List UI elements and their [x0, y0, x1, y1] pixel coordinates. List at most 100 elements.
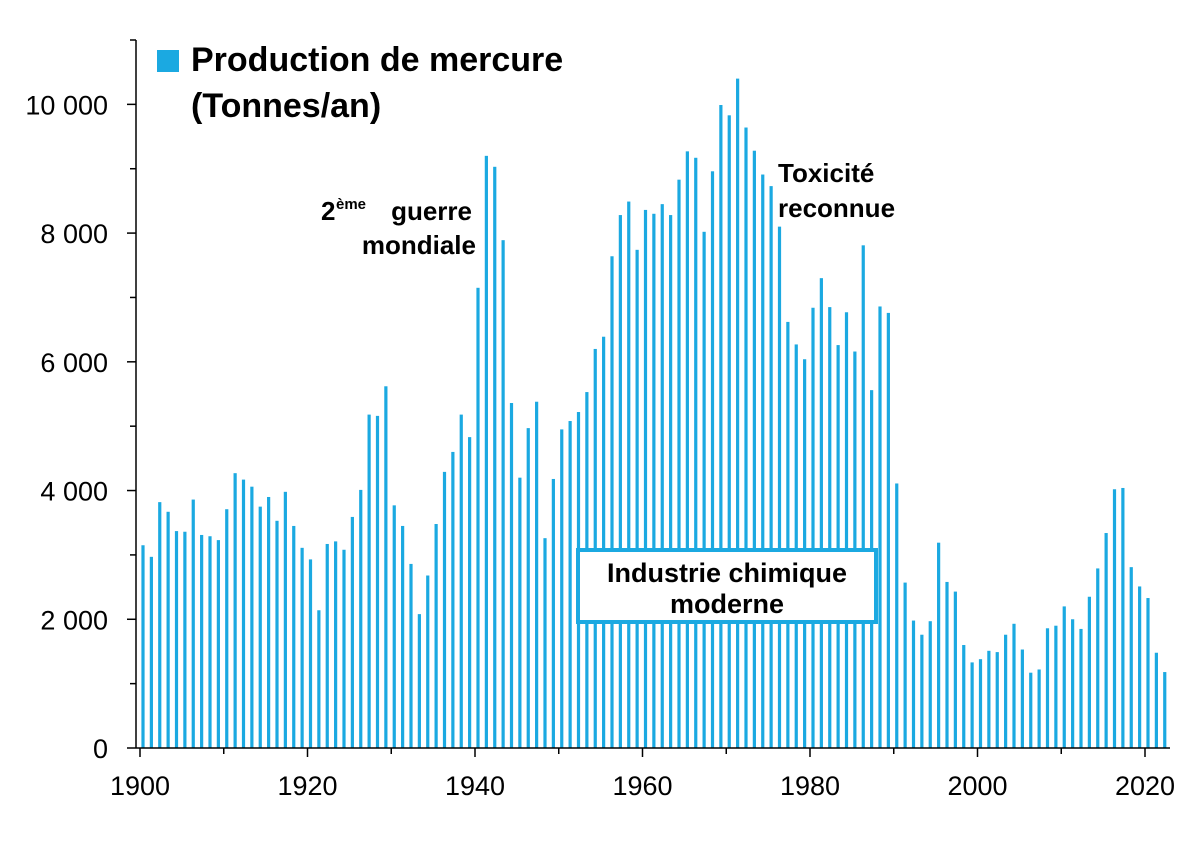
bar-2018	[1129, 567, 1133, 748]
legend-swatch	[157, 50, 179, 72]
bar-2006	[1029, 672, 1033, 748]
bar-2019	[1138, 586, 1142, 748]
bar-2001	[987, 650, 991, 748]
bar-1933	[417, 614, 421, 748]
annotation-ww2-prefix: 2	[321, 196, 335, 226]
bar-1948	[543, 538, 547, 748]
bar-2013	[1087, 596, 1091, 748]
annotation-industry-frame	[576, 548, 878, 624]
y-tick-label: 4 000	[40, 477, 108, 507]
annotation-ww2-sup: ème	[336, 196, 366, 213]
bar-1930	[392, 505, 396, 748]
bar-1914	[258, 506, 262, 748]
bar-2014	[1096, 568, 1100, 748]
bar-1971	[736, 78, 740, 749]
bar-1939	[468, 437, 472, 748]
bar-2012	[1079, 628, 1083, 748]
bar-2016	[1112, 489, 1117, 748]
bar-1903	[166, 511, 170, 748]
bar-1947	[535, 401, 539, 748]
bar-1940	[476, 287, 480, 748]
annotation-toxicity: Toxicité reconnue	[778, 158, 895, 223]
bar-1980	[811, 307, 815, 748]
bar-1934	[426, 575, 430, 748]
bar-1968	[710, 171, 715, 749]
bar-1986	[861, 245, 865, 748]
bar-2007	[1037, 669, 1041, 748]
annotation-ww2-line1: guerre	[391, 196, 472, 226]
x-tick-label: 2020	[1115, 771, 1175, 801]
bar-1989	[886, 312, 890, 748]
legend-label-line2: (Tonnes/an)	[191, 87, 381, 125]
bar-1923	[334, 541, 338, 748]
bar-1992	[911, 620, 916, 748]
bar-1997	[953, 591, 957, 748]
bar-1955	[602, 336, 606, 748]
x-tick-label: 1900	[110, 771, 170, 801]
bar-1924	[342, 549, 346, 748]
bar-1993	[920, 634, 924, 748]
bar-1981	[819, 278, 823, 748]
bar-1905	[183, 531, 187, 748]
bar-1904	[174, 531, 179, 748]
bar-1932	[409, 563, 413, 748]
x-tick-label: 1980	[780, 771, 840, 801]
bar-1906	[191, 499, 195, 748]
bar-2003	[1004, 634, 1008, 748]
bar-1938	[459, 414, 463, 748]
bar-1943	[501, 240, 505, 749]
bar-1991	[903, 582, 907, 748]
bar-1944	[509, 403, 514, 748]
bar-2000	[978, 659, 983, 748]
x-tick-label: 1920	[277, 771, 337, 801]
bar-2009	[1054, 625, 1058, 748]
bar-2002	[995, 652, 999, 748]
bar-2005	[1020, 649, 1024, 748]
bar-1922	[325, 543, 329, 748]
bar-1972	[744, 127, 748, 748]
x-tick-label: 2000	[947, 771, 1007, 801]
legend-label-line1: Production de mercure	[191, 41, 563, 79]
bar-1901	[149, 556, 153, 748]
bar-2004	[1012, 623, 1016, 748]
bar-1937	[451, 451, 455, 748]
bar-1921	[317, 610, 321, 748]
bar-1915	[267, 496, 271, 748]
bar-1994	[928, 621, 932, 748]
bar-1999	[970, 662, 974, 748]
bar-1900	[141, 545, 145, 748]
y-tick-label: 10 000	[25, 90, 108, 120]
y-tick-label: 8 000	[40, 219, 108, 249]
bar-2010	[1062, 606, 1066, 748]
bar-1951	[568, 421, 572, 748]
bar-2017	[1121, 487, 1125, 748]
annotation-industry-line2: moderne	[670, 589, 784, 619]
bar-1998	[962, 645, 966, 748]
bar-2021	[1154, 652, 1158, 748]
y-axis-ticks: 0 2 000 4 000 6 000 8 000 10 000	[25, 39, 136, 764]
bar-1967	[702, 231, 706, 749]
bar-1977	[786, 321, 790, 748]
bar-1910	[225, 509, 229, 748]
bar-1990	[895, 483, 899, 748]
bar-1976	[777, 226, 782, 748]
bar-1941	[484, 155, 488, 749]
bar-1961	[652, 213, 656, 748]
x-tick-label: 1960	[612, 771, 672, 801]
bar-2020	[1146, 598, 1150, 748]
bar-1909	[216, 540, 220, 748]
bar-1928	[375, 415, 380, 748]
bar-1917	[283, 491, 287, 748]
legend: Production de mercure (Tonnes/an)	[157, 41, 563, 125]
axes-group	[135, 40, 1170, 749]
y-tick-label: 0	[93, 734, 108, 764]
bar-1963	[669, 215, 673, 748]
bar-1920	[308, 559, 313, 748]
bar-1988	[878, 306, 882, 748]
bar-2008	[1045, 628, 1050, 748]
bars-group	[141, 78, 1167, 749]
bar-1918	[292, 525, 296, 748]
bar-1995	[937, 542, 941, 748]
bar-1970	[727, 115, 731, 748]
